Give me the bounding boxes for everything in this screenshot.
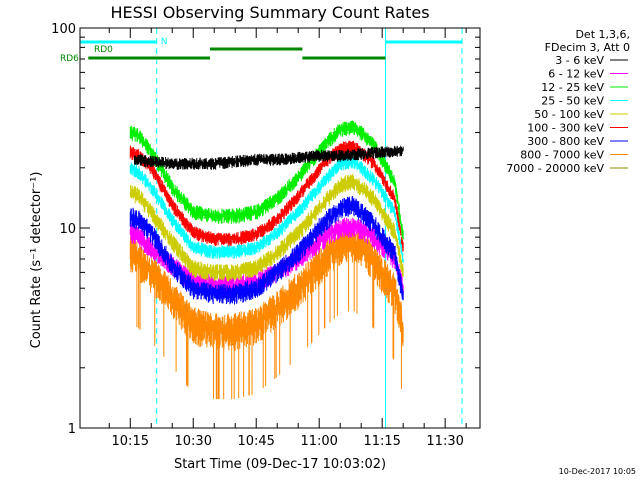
- y-tick-label-2: 100: [51, 22, 76, 37]
- x-tick-label-3: 11:00: [300, 434, 337, 449]
- y-tick-label-1: 10: [59, 222, 76, 237]
- series-6: [129, 195, 404, 305]
- x-tick-label-4: 11:15: [363, 434, 400, 449]
- y-tick-label-0: 1: [68, 422, 76, 437]
- flag-label-1: RD0: [94, 45, 113, 55]
- legend-entry-0: 3 - 6 keV: [555, 54, 604, 67]
- x-tick-label-1: 10:30: [175, 434, 212, 449]
- y-axis-label: Count Rate (s⁻¹ detector⁻¹): [29, 172, 44, 349]
- legend-entry-7: 800 - 7000 keV: [520, 149, 604, 162]
- flag-marker-0: N: [161, 37, 168, 47]
- series-4: [129, 173, 404, 282]
- plot-area: RD0 RD6 N: [60, 28, 463, 428]
- x-tick-label-0: 10:15: [112, 434, 149, 449]
- footer-date: 10-Dec-2017 10:05: [559, 467, 636, 476]
- legend-entry-1: 6 - 12 keV: [548, 68, 604, 81]
- legend-entry-8: 7000 - 20000 keV: [506, 162, 604, 175]
- legend-entry-3: 25 - 50 keV: [541, 95, 604, 108]
- x-axis-label: Start Time (09-Dec-17 10:03:02): [174, 457, 386, 472]
- x-tick-label-2: 10:45: [237, 434, 274, 449]
- legend-entry-4: 50 - 100 keV: [534, 108, 604, 121]
- flag-label-2: RD6: [60, 54, 79, 64]
- legend-entry-5: 100 - 300 keV: [527, 122, 604, 135]
- series-3: [129, 155, 404, 263]
- x-axis: 10:15 10:30 10:45 11:00 11:15 11:30: [108, 28, 467, 449]
- x-tick-label-5: 11:30: [426, 434, 463, 449]
- legend-entry-6: 300 - 800 keV: [527, 135, 604, 148]
- legend-header-line-2: FDecim 3, Att 0: [545, 41, 630, 54]
- legend-header-line-1: Det 1,3,6,: [575, 28, 630, 41]
- chart-title: HESSI Observing Summary Count Rates: [110, 3, 429, 22]
- series-0: [133, 145, 404, 170]
- series-5: [129, 140, 404, 252]
- y-axis: 1 10 100: [51, 22, 480, 437]
- legend-entry-2: 12 - 25 keV: [541, 81, 604, 94]
- series-7: [129, 224, 404, 400]
